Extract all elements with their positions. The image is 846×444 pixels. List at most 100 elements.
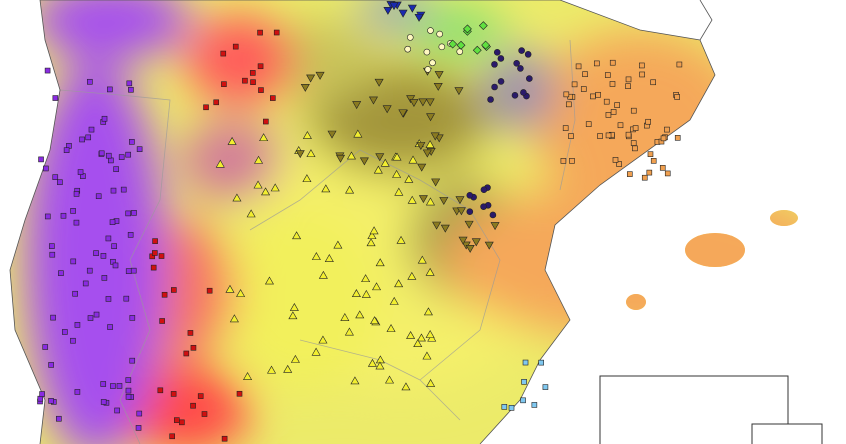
- site-marker: [433, 82, 443, 91]
- site-marker: [436, 30, 443, 38]
- site-marker: [366, 238, 376, 247]
- site-marker: [48, 362, 54, 368]
- site-marker: [110, 383, 116, 389]
- site-marker: [394, 279, 404, 288]
- site-marker: [118, 154, 125, 160]
- site-marker: [232, 193, 242, 202]
- site-marker: [197, 393, 204, 399]
- site-marker: [560, 158, 567, 164]
- site-marker: [249, 70, 256, 76]
- site-marker: [129, 357, 136, 364]
- site-marker: [42, 344, 49, 350]
- site-marker: [159, 318, 165, 324]
- site-marker: [394, 187, 404, 196]
- site-marker: [227, 136, 237, 145]
- site-marker: [375, 258, 385, 267]
- site-marker: [569, 158, 575, 164]
- site-marker: [87, 78, 93, 85]
- site-marker: [73, 219, 80, 226]
- site-marker: [676, 61, 683, 68]
- site-marker: [513, 59, 520, 67]
- site-marker: [603, 98, 610, 105]
- site-marker: [466, 208, 474, 215]
- site-marker: [253, 180, 263, 189]
- site-marker: [372, 282, 382, 291]
- site-marker: [82, 280, 89, 287]
- border-france: [699, 0, 713, 41]
- site-marker: [213, 99, 220, 106]
- site-marker: [455, 196, 465, 205]
- site-marker: [454, 87, 464, 96]
- site-marker: [580, 86, 587, 92]
- site-marker: [664, 126, 670, 133]
- site-marker: [126, 80, 133, 87]
- site-marker: [508, 405, 515, 411]
- site-marker: [257, 29, 263, 36]
- site-marker: [311, 347, 321, 356]
- site-marker: [426, 113, 436, 122]
- site-marker: [392, 152, 402, 161]
- site-marker: [113, 166, 119, 172]
- border: [249, 149, 501, 381]
- site-marker: [456, 40, 466, 50]
- site-marker: [221, 435, 228, 442]
- site-marker: [315, 71, 325, 80]
- site-marker: [123, 295, 130, 302]
- site-marker: [114, 407, 120, 414]
- markers: [37, 1, 683, 442]
- dialect-areas: [25, 0, 798, 444]
- site-marker: [136, 146, 143, 153]
- site-marker: [650, 158, 657, 164]
- site-marker: [150, 264, 157, 271]
- site-marker: [626, 171, 633, 177]
- site-marker: [481, 40, 491, 50]
- site-marker: [110, 187, 117, 194]
- site-marker: [131, 210, 137, 216]
- site-marker: [105, 152, 112, 159]
- site-marker: [270, 183, 280, 192]
- site-marker: [406, 330, 416, 339]
- site-marker: [612, 157, 619, 163]
- site-marker: [531, 402, 538, 408]
- site-marker: [439, 197, 449, 205]
- site-marker: [426, 378, 436, 387]
- site-marker: [49, 251, 56, 258]
- site-marker: [63, 147, 70, 153]
- site-marker: [70, 208, 76, 214]
- area: [180, 120, 280, 200]
- site-marker: [263, 118, 269, 125]
- site-marker: [605, 132, 612, 139]
- site-marker: [112, 262, 119, 269]
- area: [415, 5, 505, 55]
- site-marker: [625, 131, 632, 138]
- site-marker: [93, 250, 99, 256]
- site-marker: [641, 174, 648, 181]
- site-marker: [491, 61, 498, 68]
- site-marker: [526, 75, 533, 82]
- site-marker: [416, 333, 426, 342]
- site-marker: [215, 159, 225, 168]
- site-marker: [418, 195, 428, 204]
- site-marker: [423, 48, 431, 56]
- site-marker: [100, 381, 107, 387]
- site-marker: [107, 324, 113, 330]
- site-marker: [431, 178, 441, 187]
- site-marker: [632, 125, 639, 131]
- site-marker: [416, 142, 426, 150]
- site-marker: [318, 270, 328, 279]
- site-marker: [187, 330, 194, 336]
- site-marker: [639, 62, 645, 69]
- site-marker: [465, 244, 475, 253]
- site-marker: [130, 267, 137, 274]
- site-marker: [340, 313, 350, 321]
- area: [30, 0, 190, 60]
- site-marker: [361, 274, 371, 283]
- site-marker: [127, 232, 134, 238]
- site-marker: [318, 335, 328, 344]
- site-marker: [190, 402, 196, 409]
- site-marker: [582, 71, 588, 77]
- site-marker: [432, 221, 442, 230]
- site-marker: [427, 27, 434, 34]
- site-marker: [414, 13, 424, 22]
